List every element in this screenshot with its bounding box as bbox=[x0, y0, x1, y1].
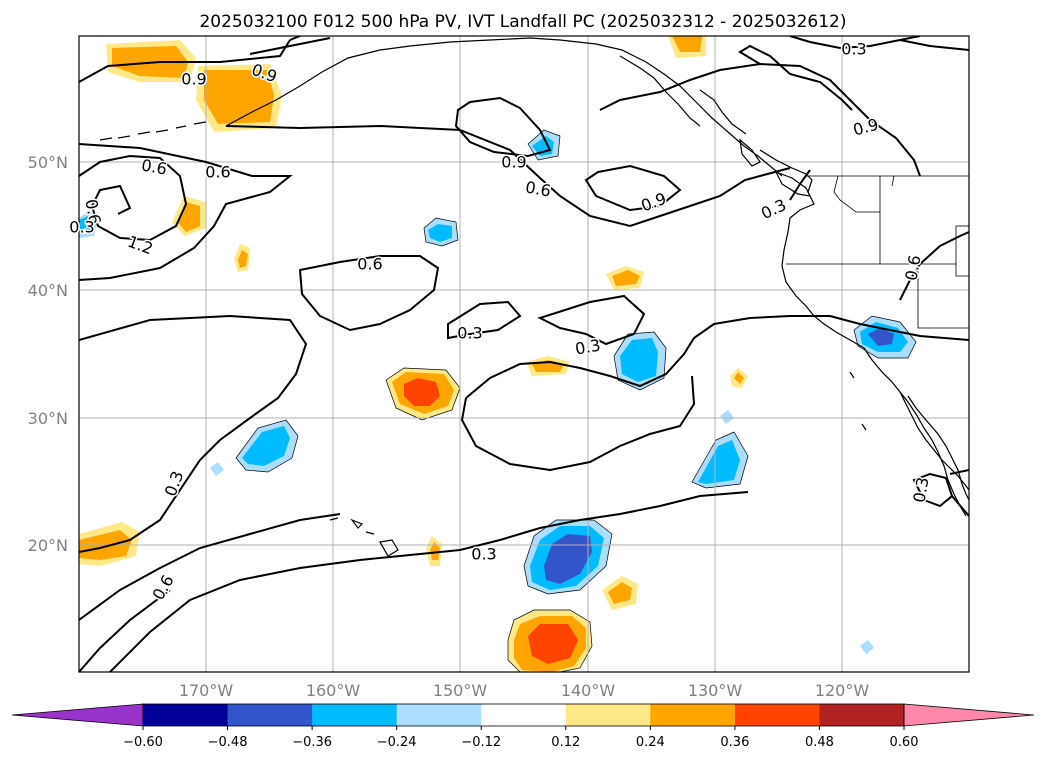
colorbar: −0.60 −0.48 −0.36 −0.24 −0.12 0.12 0.24 0.36 0.4… bbox=[11, 703, 1035, 750]
contour-label: 0.3 bbox=[471, 545, 496, 564]
colorbar-tick-label: −0.48 bbox=[208, 735, 248, 750]
pv-contours bbox=[79, 36, 969, 672]
lat-label-20n: 20°N bbox=[28, 536, 68, 555]
colorbar-tick-label: −0.60 bbox=[123, 735, 163, 750]
colorbar-segment bbox=[396, 704, 482, 726]
coastlines bbox=[99, 37, 969, 557]
colorbar-segment bbox=[312, 704, 398, 726]
colorbar-extend-low bbox=[11, 703, 144, 727]
contour-label: 0.6 bbox=[901, 254, 924, 282]
lon-label-140w: 140°W bbox=[561, 681, 616, 700]
colorbar-tick-label: 0.12 bbox=[551, 735, 580, 750]
colorbar-tick-label: 0.36 bbox=[720, 735, 749, 750]
contour-label: 0.3 bbox=[69, 218, 94, 237]
latitude-labels: 50°N 40°N 30°N 20°N bbox=[28, 153, 68, 555]
lon-label-170w: 170°W bbox=[179, 681, 234, 700]
lon-label-160w: 160°W bbox=[306, 681, 361, 700]
colorbar-segment bbox=[650, 704, 736, 726]
map-frame bbox=[78, 35, 970, 673]
colorbar-segment bbox=[734, 704, 820, 726]
contour-label: 0.9 bbox=[181, 70, 206, 89]
negative-anomaly-shading bbox=[79, 130, 916, 654]
colorbar-tick-label: −0.24 bbox=[377, 735, 417, 750]
political-borders bbox=[786, 175, 969, 329]
lat-label-50n: 50°N bbox=[28, 153, 68, 172]
contour-label: 0.3 bbox=[457, 324, 482, 343]
colorbar-segment bbox=[819, 704, 905, 726]
colorbar-tick-label: 0.24 bbox=[636, 735, 665, 750]
colorbar-segment bbox=[143, 704, 229, 726]
lon-label-150w: 150°W bbox=[433, 681, 488, 700]
colorbar-segment bbox=[481, 704, 567, 726]
colorbar-extend-high bbox=[903, 703, 1035, 727]
colorbar-tick-label: −0.36 bbox=[292, 735, 332, 750]
contour-label: 0.6 bbox=[357, 255, 382, 274]
contour-label: 0.3 bbox=[841, 40, 866, 59]
longitude-labels: 170°W 160°W 150°W 140°W 130°W 120°W bbox=[179, 681, 870, 700]
colorbar-segment bbox=[227, 704, 313, 726]
contour-label: 0.6 bbox=[140, 155, 168, 178]
colorbar-segment bbox=[565, 704, 651, 726]
gridlines bbox=[79, 36, 969, 672]
colorbar-tick-label: −0.12 bbox=[461, 735, 501, 750]
figure-title: 2025032100 F012 500 hPa PV, IVT Landfall… bbox=[199, 12, 846, 32]
lon-label-130w: 130°W bbox=[688, 681, 743, 700]
contour-label: 0.3 bbox=[574, 335, 602, 358]
lat-label-30n: 30°N bbox=[28, 409, 68, 428]
contour-label: 0.9 bbox=[501, 153, 526, 172]
map-panel bbox=[79, 36, 969, 672]
colorbar-tick-label: 0.60 bbox=[890, 735, 919, 750]
lon-label-120w: 120°W bbox=[815, 681, 870, 700]
colorbar-frame bbox=[142, 703, 905, 727]
positive-anomaly-shading bbox=[79, 36, 748, 672]
colorbar-tick-label: 0.48 bbox=[805, 735, 834, 750]
lat-label-40n: 40°N bbox=[28, 281, 68, 300]
contour-label: 0.6 bbox=[205, 163, 230, 182]
